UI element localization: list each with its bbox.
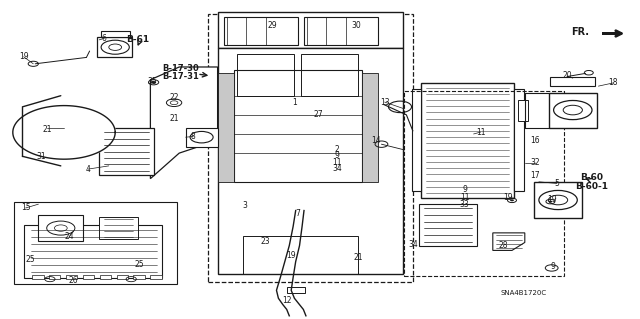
Bar [218,12,403,48]
Bar [234,70,362,182]
Text: FR.: FR. [571,27,589,37]
Text: 25: 25 [26,255,36,263]
Text: 13: 13 [380,98,390,107]
Text: B-17-31: B-17-31 [163,72,200,81]
Circle shape [151,81,156,84]
Polygon shape [602,32,618,35]
Text: 7: 7 [295,209,300,218]
Bar [218,48,403,274]
Text: 8: 8 [191,132,196,141]
Text: 34: 34 [332,164,342,173]
Text: 24: 24 [64,232,74,241]
Text: 16: 16 [530,137,540,145]
Text: 25: 25 [134,260,145,269]
Text: 27: 27 [314,110,324,119]
Bar [237,54,294,96]
Text: 26: 26 [68,276,79,285]
Bar [208,14,413,282]
Bar [150,275,162,279]
Text: 9: 9 [550,262,556,271]
Bar [99,217,138,239]
Polygon shape [493,233,525,250]
Text: 4: 4 [86,165,91,174]
Text: B-61: B-61 [126,35,149,44]
Text: 1: 1 [292,98,297,107]
Polygon shape [13,106,115,159]
Text: B-60: B-60 [580,173,604,182]
Text: 34: 34 [408,240,418,249]
Circle shape [548,201,552,203]
Bar [218,73,234,182]
Text: 17: 17 [530,171,540,180]
Text: 9: 9 [462,185,467,194]
Bar [32,275,44,279]
Text: B-17-30: B-17-30 [163,64,200,73]
Bar [518,100,528,121]
Text: 33: 33 [460,200,470,209]
Text: 11: 11 [460,193,469,202]
Bar [243,236,358,274]
Bar [419,204,477,246]
Bar [100,275,111,279]
Bar [301,54,358,96]
Text: 21: 21 [43,125,52,134]
Text: 28: 28 [499,241,508,250]
Text: 14: 14 [371,137,381,145]
Text: 35: 35 [147,77,157,86]
Bar [186,128,218,147]
Bar [534,182,582,218]
Bar [550,77,595,86]
Bar [24,225,162,278]
Bar [38,215,83,241]
Bar [549,93,597,128]
Text: 3: 3 [242,201,247,210]
Text: 6: 6 [102,34,107,43]
Text: 12: 12 [282,296,291,305]
Text: 19: 19 [502,193,513,202]
Text: 29: 29 [267,21,277,30]
Text: 30: 30 [351,21,361,30]
Text: 22: 22 [170,93,179,102]
Text: SNA4B1720C: SNA4B1720C [500,291,547,296]
Text: 9: 9 [335,151,340,160]
Circle shape [510,199,514,201]
Text: 31: 31 [36,152,47,161]
Bar [412,89,421,191]
Bar [66,275,77,279]
Text: 19: 19 [286,251,296,260]
Text: 20: 20 [562,71,572,80]
Bar [404,91,564,276]
Bar [99,128,154,175]
Text: 23: 23 [260,237,271,246]
Bar [134,275,145,279]
Bar [83,275,94,279]
Bar [49,275,60,279]
Text: 21: 21 [354,253,363,262]
Polygon shape [150,67,218,179]
Polygon shape [109,134,150,156]
Text: B-60-1: B-60-1 [575,182,609,191]
Text: 11: 11 [476,128,485,137]
Bar [224,17,298,45]
Bar [287,287,305,293]
Text: 5: 5 [554,179,559,188]
Text: 15: 15 [20,204,31,212]
Bar [362,73,378,182]
Bar [421,83,514,198]
Text: 11: 11 [333,158,342,167]
Text: 21: 21 [170,114,179,122]
Bar [97,37,132,57]
Bar [514,89,524,191]
Bar [14,202,177,284]
Bar [304,17,378,45]
Text: 2: 2 [335,145,340,154]
Bar [101,31,130,37]
Bar [116,275,128,279]
Text: 19: 19 [547,195,557,204]
Text: 18: 18 [609,78,618,87]
Text: 19: 19 [19,52,29,61]
Text: 32: 32 [530,158,540,167]
